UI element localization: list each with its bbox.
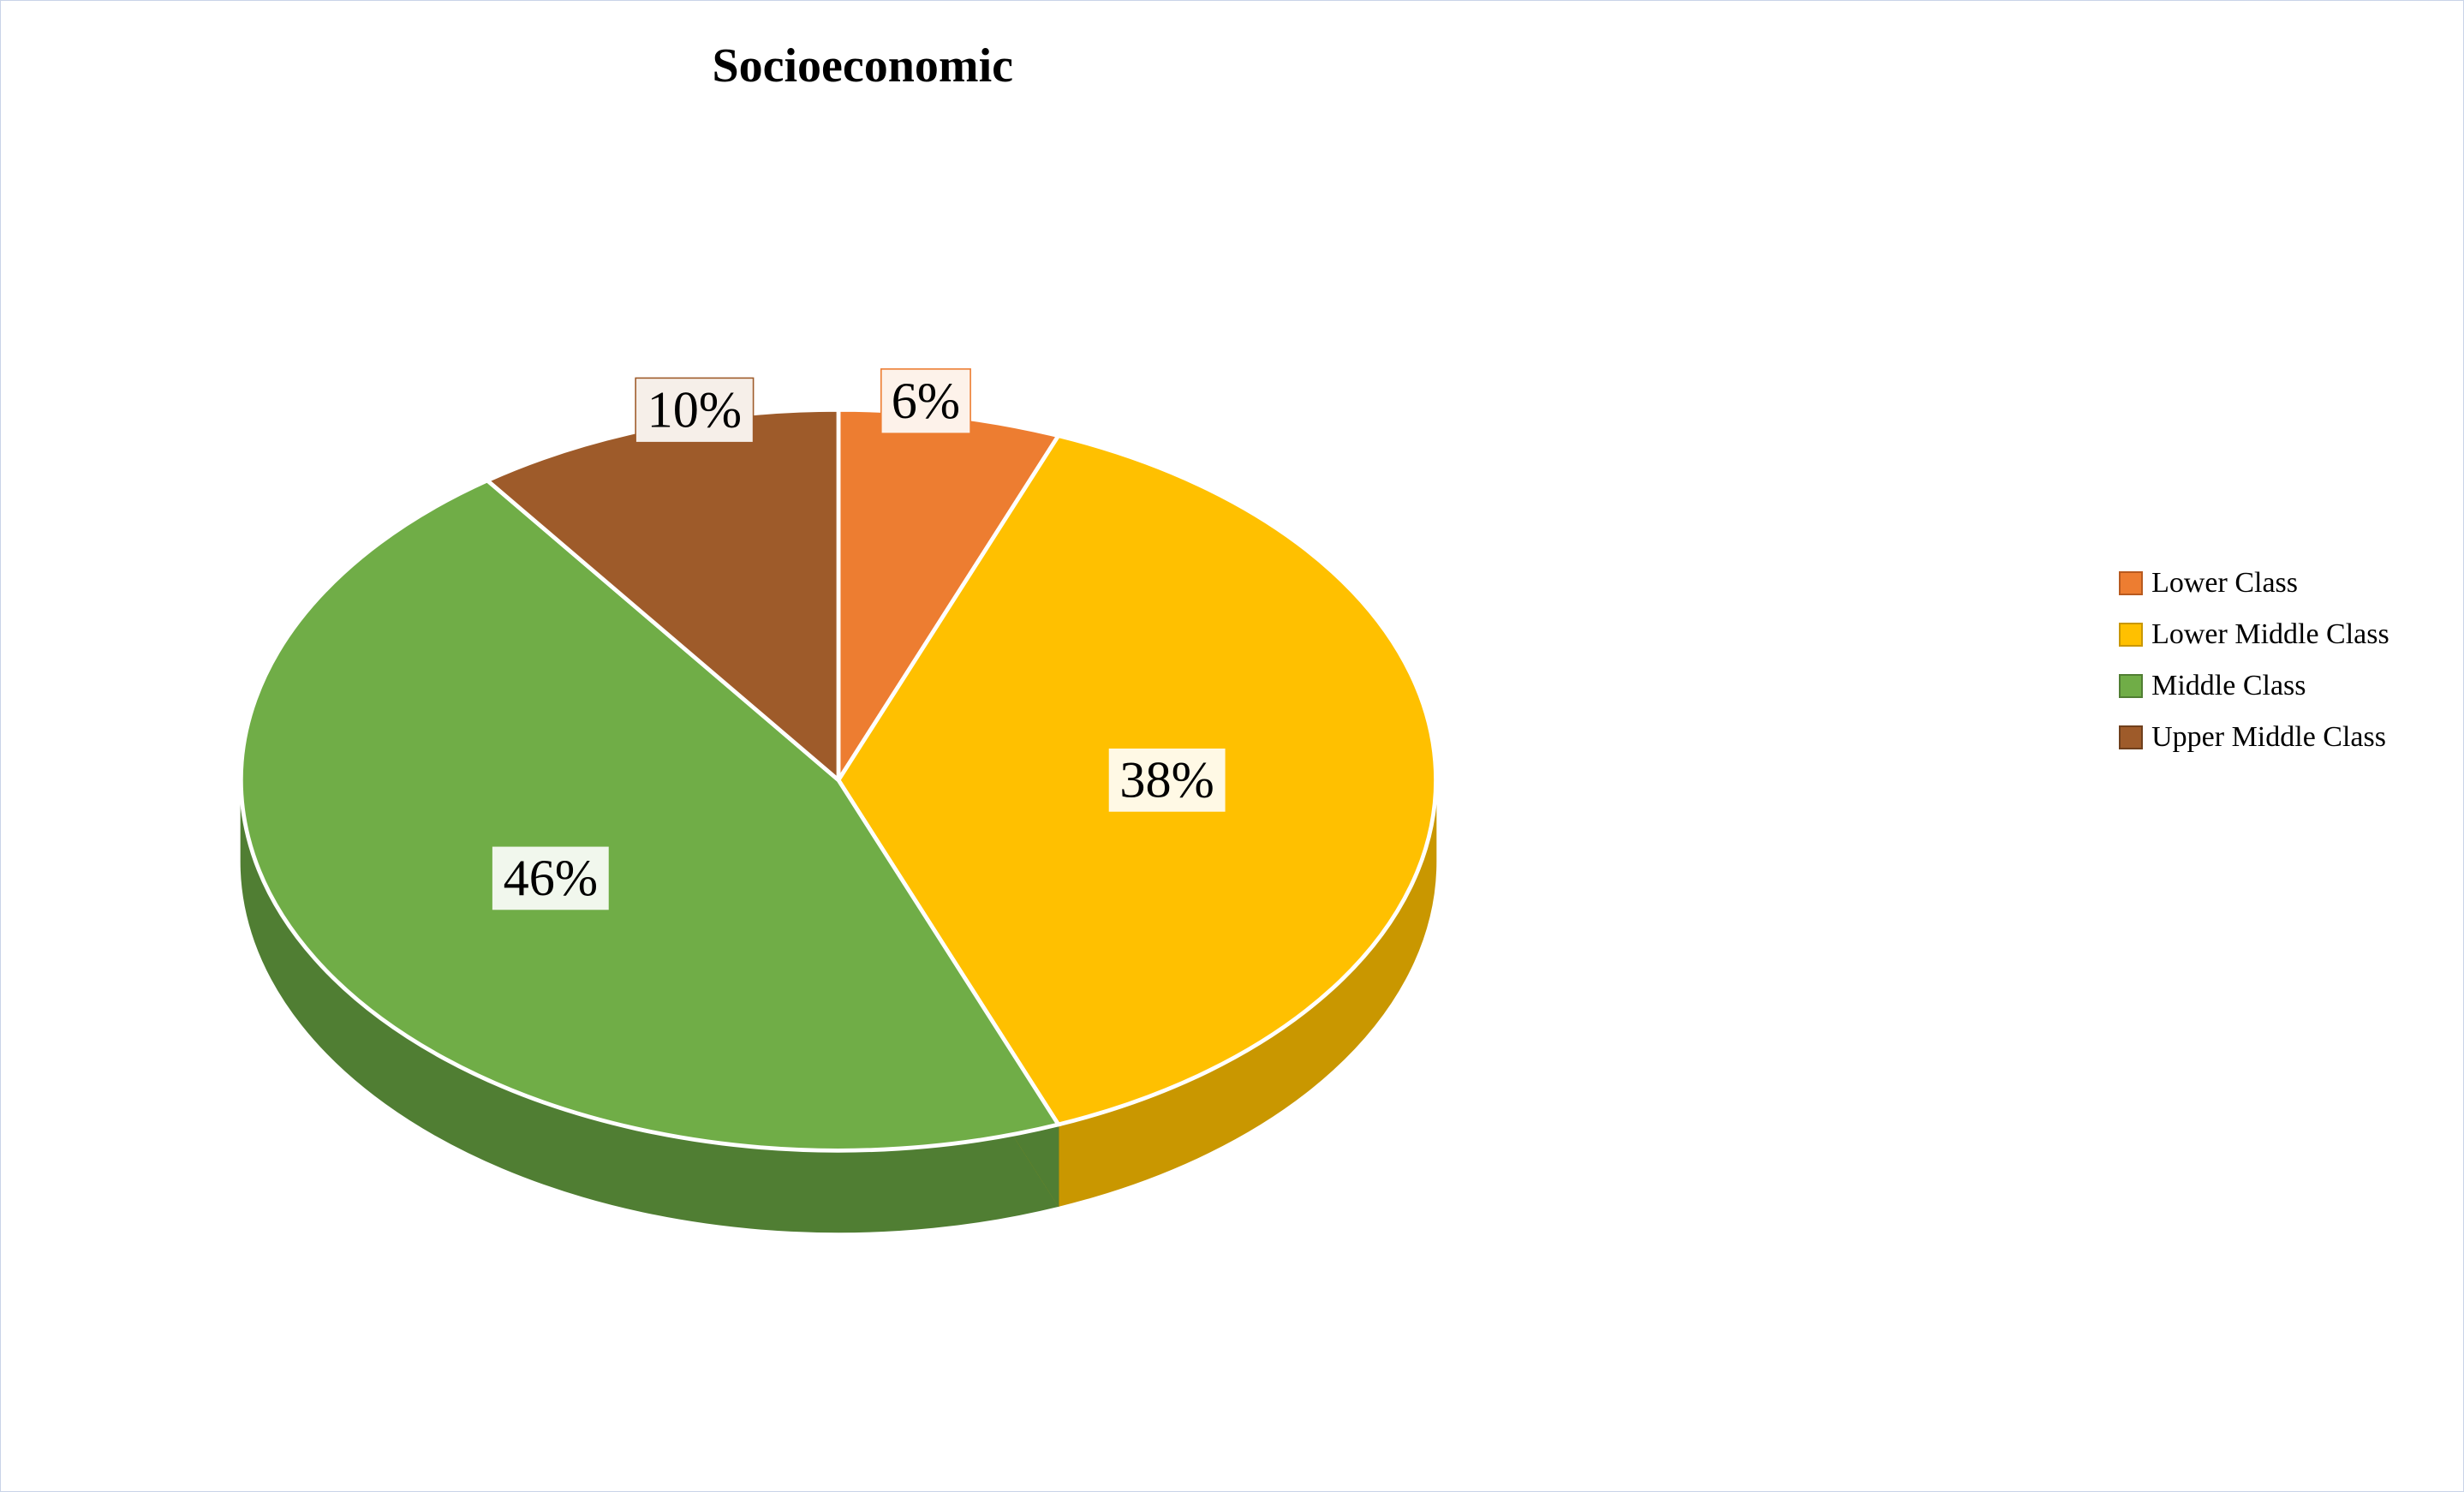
legend-swatch-icon <box>2119 725 2143 749</box>
legend-item: Lower Class <box>2119 567 2389 600</box>
pie-svg: 6% 38% 46% 10% <box>149 210 1528 1432</box>
pie-slice-label: 10% <box>647 381 741 439</box>
legend-swatch-icon <box>2119 571 2143 595</box>
pie-slice-label: 38% <box>1119 751 1214 809</box>
chart-frame: Socioeconomic 6% 38% 46% 10% Lower Class Lo… <box>0 0 2464 1492</box>
legend-swatch-icon <box>2119 674 2143 698</box>
pie-chart: 6% 38% 46% 10% <box>149 210 1528 1432</box>
pie-slice-label: 46% <box>503 850 597 907</box>
legend-item: Lower Middle Class <box>2119 618 2389 651</box>
legend-item: Middle Class <box>2119 670 2389 702</box>
legend-swatch-icon <box>2119 623 2143 647</box>
legend-item: Upper Middle Class <box>2119 721 2389 754</box>
pie-slice-label: 6% <box>891 373 959 430</box>
legend-label: Middle Class <box>2151 670 2306 702</box>
legend-label: Lower Middle Class <box>2151 618 2389 651</box>
pie-top-layer <box>241 409 1435 1150</box>
legend-label: Upper Middle Class <box>2151 721 2386 754</box>
chart-title: Socioeconomic <box>1 39 1725 93</box>
legend: Lower Class Lower Middle Class Middle Cl… <box>2119 567 2389 754</box>
legend-label: Lower Class <box>2151 567 2298 600</box>
